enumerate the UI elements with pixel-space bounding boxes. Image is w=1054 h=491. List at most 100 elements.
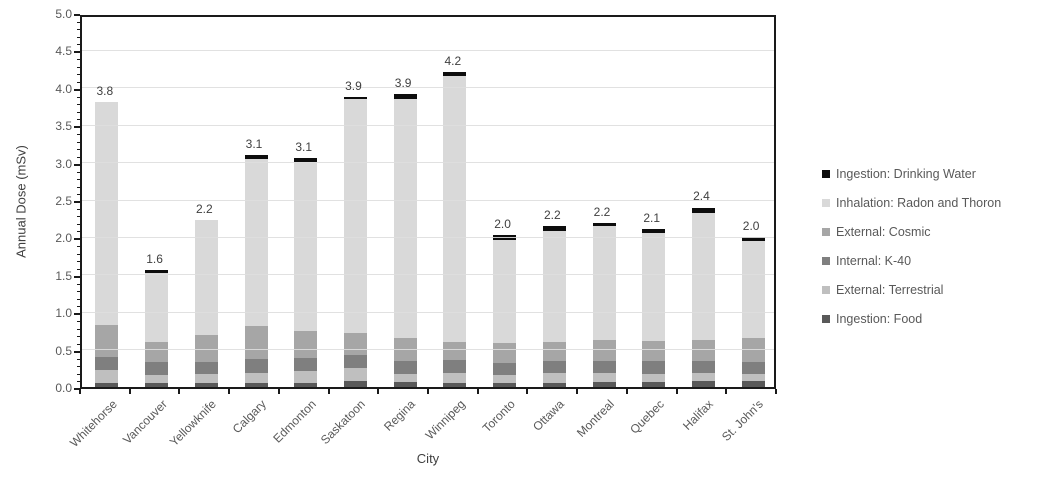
bar-segment bbox=[145, 269, 169, 273]
x-tick-mark bbox=[625, 389, 628, 394]
bar-total-label: 3.9 bbox=[394, 75, 412, 90]
bar-segment bbox=[244, 382, 268, 387]
legend-swatch-icon bbox=[822, 170, 830, 178]
y-minor-tick-mark bbox=[77, 21, 80, 23]
bar-segment bbox=[691, 360, 715, 373]
bar-total-label: 2.2 bbox=[195, 202, 213, 217]
bar-segment bbox=[642, 374, 666, 382]
y-minor-tick-mark bbox=[77, 223, 80, 225]
bar-segment bbox=[294, 357, 318, 371]
y-minor-tick-mark bbox=[77, 179, 80, 181]
bar-halifax bbox=[691, 207, 715, 387]
y-minor-tick-mark bbox=[77, 231, 80, 233]
bar-segment bbox=[443, 382, 467, 387]
bar-vancouver bbox=[145, 269, 169, 387]
y-minor-tick-mark bbox=[77, 44, 80, 46]
legend-label: Ingestion: Drinking Water bbox=[836, 167, 976, 181]
legend-label: External: Cosmic bbox=[836, 225, 931, 239]
legend-swatch-icon bbox=[822, 315, 830, 323]
bar-yellowknife bbox=[194, 220, 218, 387]
bar-ottawa bbox=[542, 226, 566, 387]
y-minor-tick-mark bbox=[77, 253, 80, 255]
gridline bbox=[82, 124, 774, 126]
y-tick-label: 3.0 bbox=[55, 156, 72, 171]
bar-segment bbox=[542, 383, 566, 387]
bar-segment bbox=[194, 220, 218, 335]
bar-segment bbox=[741, 362, 765, 375]
bar-montreal bbox=[592, 223, 616, 387]
x-axis-title: City bbox=[416, 451, 440, 466]
gridline bbox=[82, 311, 774, 313]
bar-segment bbox=[691, 213, 715, 340]
y-tick-label: 0.0 bbox=[55, 381, 72, 395]
y-tick-mark bbox=[74, 88, 80, 91]
bar-total-label: 2.0 bbox=[742, 219, 760, 234]
y-minor-tick-mark bbox=[77, 373, 80, 375]
bar-segment bbox=[443, 72, 467, 76]
x-category-label: Saskatoon bbox=[318, 397, 369, 448]
bar-total-label: 1.6 bbox=[146, 251, 163, 266]
y-minor-tick-mark bbox=[77, 283, 80, 285]
plot-area bbox=[80, 15, 776, 389]
x-category-label: Vancouver bbox=[119, 397, 170, 447]
y-minor-tick-mark bbox=[77, 134, 80, 136]
bar-segment bbox=[95, 383, 119, 387]
gridline bbox=[82, 49, 774, 51]
y-minor-tick-mark bbox=[77, 156, 80, 158]
bar-segment bbox=[343, 381, 367, 387]
bar-total-label: 2.4 bbox=[693, 189, 710, 204]
bar-calgary bbox=[244, 155, 268, 387]
bar-segment bbox=[443, 342, 467, 361]
legend-item: Ingestion: Food bbox=[822, 312, 1001, 326]
bar-segment bbox=[194, 334, 218, 362]
bar-total-label: 2.2 bbox=[593, 205, 611, 220]
x-category-label: Halifax bbox=[680, 397, 717, 433]
bar-segment bbox=[542, 231, 566, 343]
bar-segment bbox=[294, 330, 318, 358]
x-tick-mark bbox=[775, 389, 777, 394]
bar-segment bbox=[493, 342, 517, 364]
legend-label: Inhalation: Radon and Thoron bbox=[836, 196, 1002, 210]
bar-segment bbox=[691, 207, 715, 214]
y-tick-mark bbox=[74, 238, 80, 241]
x-category-label: Calgary bbox=[229, 397, 269, 437]
bar-segment bbox=[145, 342, 169, 363]
y-minor-tick-mark bbox=[77, 194, 80, 196]
y-tick-mark bbox=[74, 201, 80, 203]
x-category-label: Quebec bbox=[626, 397, 667, 437]
y-minor-tick-mark bbox=[77, 328, 80, 330]
x-tick-mark bbox=[128, 389, 131, 394]
bar-segment bbox=[592, 372, 616, 382]
bar-total-label: 4.2 bbox=[444, 54, 462, 69]
y-minor-tick-mark bbox=[77, 358, 80, 360]
bar-total-label: 2.1 bbox=[643, 211, 661, 226]
bar-st-john-s bbox=[741, 237, 765, 387]
x-category-label: Montreal bbox=[573, 397, 617, 440]
x-tick-mark bbox=[79, 389, 81, 394]
y-minor-tick-mark bbox=[77, 141, 80, 143]
bar-saskatoon bbox=[343, 96, 367, 387]
bar-segment bbox=[592, 381, 616, 387]
bar-segment bbox=[145, 383, 169, 387]
bar-segment bbox=[443, 360, 467, 373]
bar-winnipeg bbox=[443, 72, 467, 387]
bar-segment bbox=[493, 239, 517, 343]
bar-segment bbox=[493, 375, 517, 384]
legend-swatch-icon bbox=[822, 257, 830, 265]
bar-segment bbox=[592, 226, 616, 340]
y-minor-tick-mark bbox=[77, 336, 80, 338]
bar-regina bbox=[393, 93, 417, 387]
y-tick-mark bbox=[74, 126, 80, 129]
bar-segment bbox=[145, 362, 169, 376]
bar-total-label: 2.0 bbox=[494, 217, 511, 232]
bar-segment bbox=[393, 374, 417, 382]
gridline bbox=[82, 87, 774, 89]
y-tick-label: 3.5 bbox=[55, 119, 72, 134]
bar-segment bbox=[343, 354, 367, 368]
bar-total-label: 3.8 bbox=[96, 84, 114, 98]
bar-segment bbox=[244, 372, 268, 383]
bar-segment bbox=[95, 102, 119, 325]
x-tick-mark bbox=[476, 389, 479, 394]
legend-item: External: Cosmic bbox=[822, 225, 1001, 239]
bar-segment bbox=[642, 232, 666, 341]
